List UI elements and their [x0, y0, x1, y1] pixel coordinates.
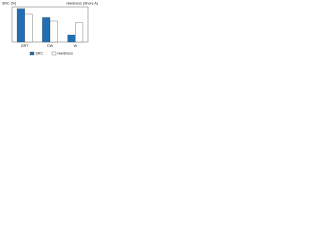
- bar: [49, 20, 58, 43]
- bar: [16, 8, 25, 43]
- bar: [24, 13, 33, 43]
- x-tick-label: CW: [47, 44, 54, 48]
- x-tick-label: GRT: [21, 44, 29, 48]
- bar: [75, 22, 84, 43]
- y-axis-label: SRC (%): [2, 1, 16, 5]
- legend-label: SRC: [36, 52, 44, 56]
- x-tick-label: W: [74, 44, 78, 48]
- chart: SRC (%) Hardness (Shore A) GRT CW W SRC Hard…: [2, 1, 98, 56]
- legend-swatch: [51, 51, 57, 56]
- legend-swatch: [29, 51, 35, 56]
- y2-axis-label: Hardness (Shore A): [66, 1, 98, 5]
- bar: [67, 34, 76, 43]
- legend-label: Hardness: [58, 52, 74, 56]
- bar: [42, 17, 51, 43]
- page: {"chart_data": {"type": "bar", "y_label"…: [0, 0, 100, 60]
